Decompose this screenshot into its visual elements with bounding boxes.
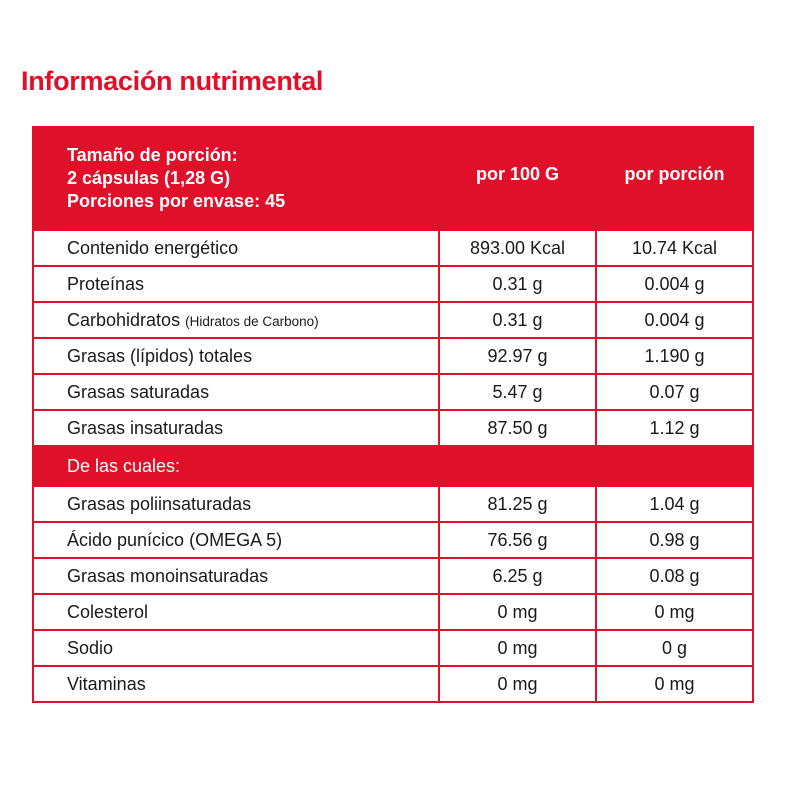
row-value-per100: 0 mg [438,665,597,703]
serving-size-value: 2 cápsulas (1,28 G) [67,168,231,188]
row-label: Grasas poliinsaturadas [32,485,440,523]
row-value-per100: 0 mg [438,593,597,631]
table-row: Sodio 0 mg 0 g [32,629,754,667]
row-value-per100: 5.47 g [438,373,597,411]
table-row: Grasas saturadas 5.47 g 0.07 g [32,373,754,411]
row-value-perserving: 10.74 Kcal [595,229,754,267]
row-label: Grasas saturadas [32,373,440,411]
row-value-per100: 0.31 g [438,301,597,339]
section-row: De las cuales: [32,445,754,487]
page-title: Información nutrimental [21,66,324,96]
row-value-perserving: 0.98 g [595,521,754,559]
table-row: Colesterol 0 mg 0 mg [32,593,754,631]
table-row: Grasas poliinsaturadas 81.25 g 1.04 g [32,485,754,523]
row-note: (Hidratos de Carbono) [185,313,319,329]
row-value-per100: 92.97 g [438,337,597,375]
table-row: Proteínas 0.31 g 0.004 g [32,265,754,303]
row-value-per100: 0 mg [438,629,597,667]
column-header-perserving: por porción [595,126,754,231]
row-value-perserving: 0.004 g [595,301,754,339]
table-row: Carbohidratos (Hidratos de Carbono) 0.31… [32,301,754,339]
row-label: Colesterol [32,593,440,631]
row-value-per100: 893.00 Kcal [438,229,597,267]
table-row: Grasas insaturadas 87.50 g 1.12 g [32,409,754,447]
table-row: Vitaminas 0 mg 0 mg [32,665,754,703]
section-label: De las cuales: [32,445,754,487]
serving-size-label: Tamaño de porción: [67,145,238,165]
row-value-perserving: 0.07 g [595,373,754,411]
table-row: Contenido energético 893.00 Kcal 10.74 K… [32,229,754,267]
row-value-per100: 87.50 g [438,409,597,447]
row-value-perserving: 0 mg [595,593,754,631]
nutrition-table: Tamaño de porción: 2 cápsulas (1,28 G) P… [32,126,754,703]
row-label: Grasas (lípidos) totales [32,337,440,375]
row-value-perserving: 0.004 g [595,265,754,303]
serving-info: Tamaño de porción: 2 cápsulas (1,28 G) P… [32,126,440,231]
row-value-perserving: 0 g [595,629,754,667]
row-value-perserving: 1.04 g [595,485,754,523]
row-value-per100: 81.25 g [438,485,597,523]
row-value-per100: 76.56 g [438,521,597,559]
row-label: Contenido energético [32,229,440,267]
row-value-perserving: 0.08 g [595,557,754,595]
table-header-row: Tamaño de porción: 2 cápsulas (1,28 G) P… [32,126,754,231]
row-value-per100: 6.25 g [438,557,597,595]
row-label: Grasas insaturadas [32,409,440,447]
row-label: Carbohidratos (Hidratos de Carbono) [32,301,440,339]
column-header-per100: por 100 G [438,126,597,231]
row-label: Vitaminas [32,665,440,703]
table-row: Grasas monoinsaturadas 6.25 g 0.08 g [32,557,754,595]
row-value-perserving: 1.190 g [595,337,754,375]
row-label: Sodio [32,629,440,667]
row-value-per100: 0.31 g [438,265,597,303]
row-label: Ácido punícico (OMEGA 5) [32,521,440,559]
table-row: Ácido punícico (OMEGA 5) 76.56 g 0.98 g [32,521,754,559]
row-value-perserving: 0 mg [595,665,754,703]
row-label: Proteínas [32,265,440,303]
row-value-perserving: 1.12 g [595,409,754,447]
servings-per-container: Porciones por envase: 45 [67,191,286,211]
row-label: Grasas monoinsaturadas [32,557,440,595]
table-row: Grasas (lípidos) totales 92.97 g 1.190 g [32,337,754,375]
